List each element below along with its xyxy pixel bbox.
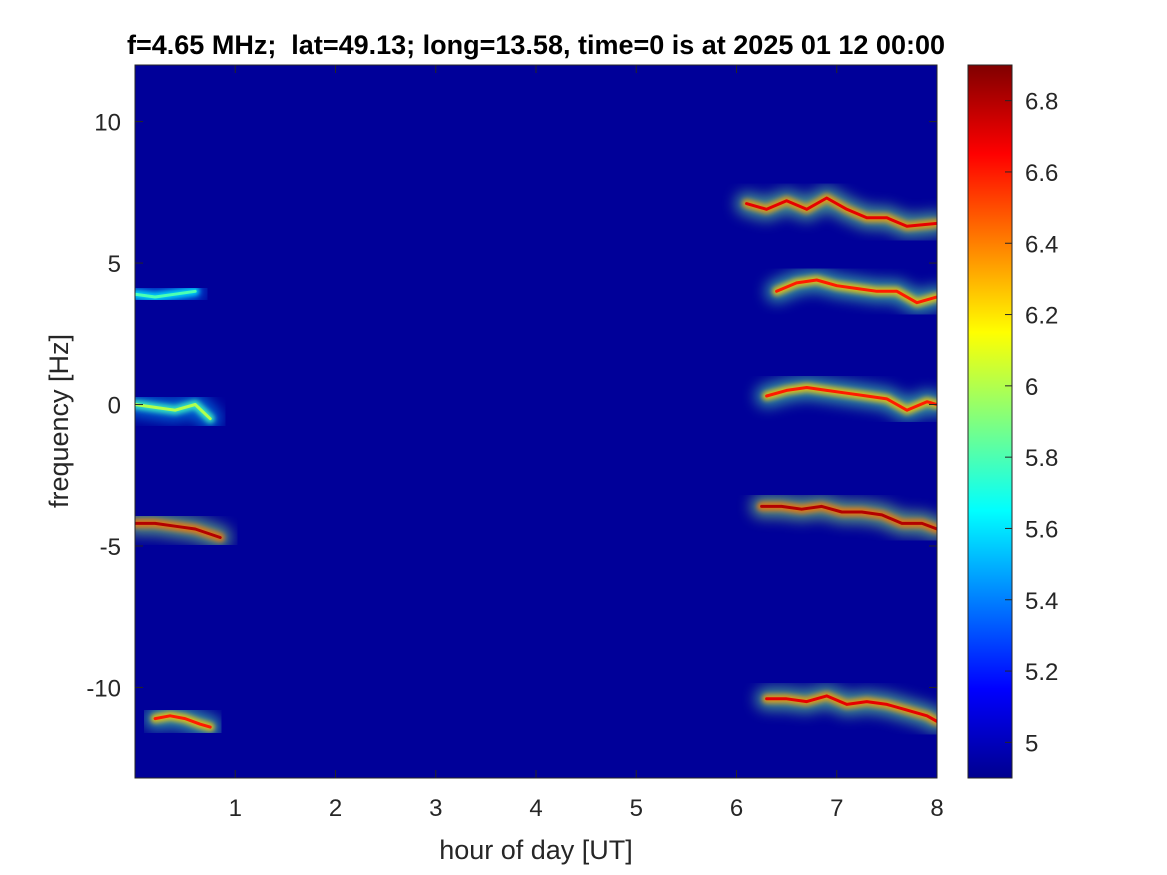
chart-title: f=4.65 MHz; lat=49.13; long=13.58, time=…	[127, 30, 945, 60]
heatmap-background	[135, 65, 937, 778]
trace-core-4	[153, 714, 212, 729]
y-tick-label: 5	[108, 251, 121, 278]
colorbar-tick-label: 6.4	[1025, 231, 1058, 258]
colorbar-tick-label: 6.8	[1025, 89, 1058, 116]
trace-core-2	[135, 403, 212, 421]
colorbar-tick-label: 6	[1025, 374, 1038, 401]
colorbar-tick-label: 6.6	[1025, 160, 1058, 187]
trace-core-8	[760, 504, 937, 531]
trace-core-5	[745, 196, 937, 228]
x-tick-label: 5	[630, 795, 643, 822]
colorbar-tick-label: 5.2	[1025, 659, 1058, 686]
x-axis-ticks: 1 2 3 4 5 6 7 8	[229, 65, 944, 822]
colorbar-tick-label: 5.6	[1025, 516, 1058, 543]
x-tick-label: 2	[329, 795, 342, 822]
colorbar-tick-label: 5	[1025, 730, 1038, 757]
y-tick-label: -5	[100, 534, 121, 561]
trace-core-6	[775, 278, 937, 305]
trace-core-3	[135, 521, 222, 539]
x-tick-label: 1	[229, 795, 242, 822]
colorbar	[967, 64, 1013, 779]
y-axis-ticks: -10 -5 0 5 10	[86, 110, 937, 702]
x-tick-label: 6	[730, 795, 743, 822]
heatmap-traces	[135, 187, 937, 739]
colorbar-tick-label: 5.8	[1025, 445, 1058, 472]
trace-core-9	[765, 694, 937, 723]
y-tick-label: 10	[94, 110, 121, 137]
x-tick-label: 4	[529, 795, 542, 822]
trace-core-1	[135, 289, 197, 299]
trace-core-7	[765, 386, 937, 412]
y-tick-label: -10	[86, 675, 121, 702]
colorbar-tick-label: 6.2	[1025, 303, 1058, 330]
x-tick-label: 8	[930, 795, 943, 822]
y-tick-label: 0	[108, 393, 121, 420]
y-axis-label: frequency [Hz]	[44, 334, 74, 508]
colorbar-tick-label: 5.4	[1025, 588, 1058, 615]
colorbar-ticks: 5 5.2 5.4 5.6 5.8 6 6.2 6.4 6.6 6.8	[1005, 89, 1058, 757]
x-axis-label: hour of day [UT]	[439, 835, 633, 865]
x-tick-label: 7	[830, 795, 843, 822]
x-tick-label: 3	[429, 795, 442, 822]
